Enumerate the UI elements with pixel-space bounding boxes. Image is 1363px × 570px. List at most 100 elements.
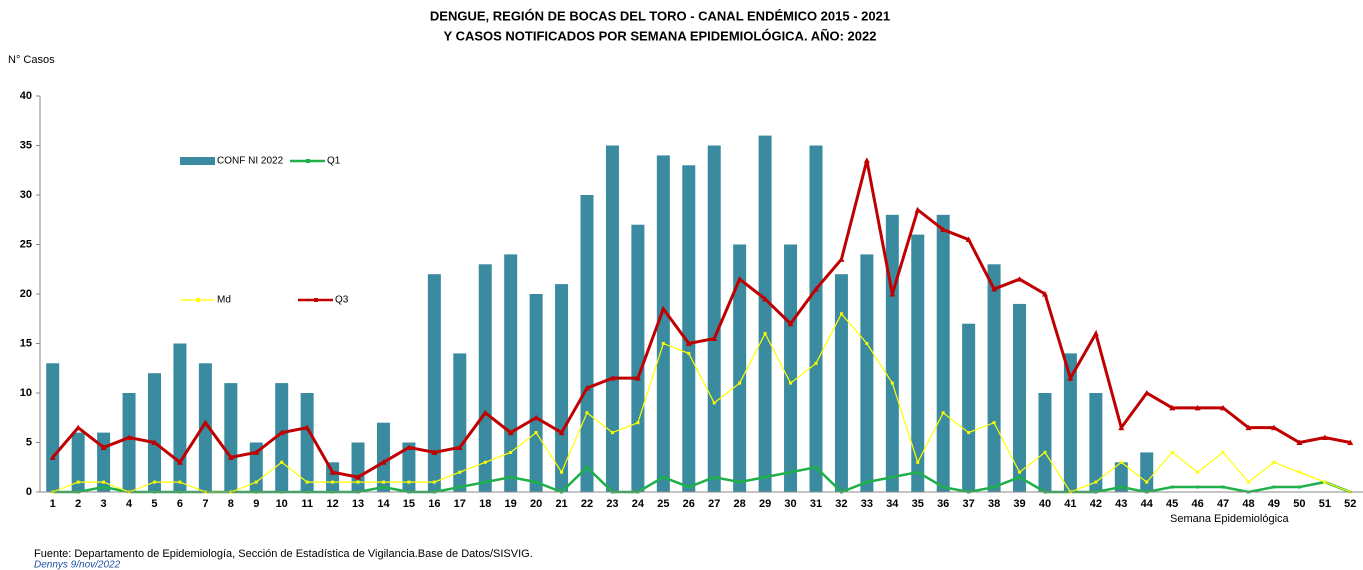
marker [1018, 470, 1022, 474]
x-tick-label: 51 [1319, 498, 1331, 510]
marker [940, 226, 947, 233]
marker [863, 157, 870, 163]
x-tick-label: 32 [835, 498, 847, 510]
marker [1221, 450, 1225, 454]
x-tick-label: 50 [1293, 498, 1305, 510]
bar [911, 234, 925, 492]
marker [789, 470, 793, 474]
marker [507, 429, 514, 436]
x-tick-label: 11 [301, 498, 313, 510]
x-tick-label: 24 [632, 498, 645, 510]
marker [381, 480, 385, 484]
bar [453, 353, 467, 492]
x-tick-label: 9 [253, 498, 259, 510]
x-tick-label: 34 [886, 498, 899, 510]
marker [838, 256, 845, 262]
marker [1272, 485, 1276, 489]
bar [809, 145, 823, 492]
marker [660, 305, 667, 312]
marker [381, 485, 385, 489]
x-tick-label: 49 [1268, 498, 1280, 510]
bar [71, 432, 85, 492]
marker [152, 480, 156, 484]
x-tick-label: 35 [912, 498, 924, 510]
bar [682, 165, 696, 493]
bar [504, 254, 518, 492]
x-tick-label: 14 [377, 498, 390, 510]
marker [75, 424, 82, 431]
marker [1245, 424, 1252, 431]
x-tick-label: 1 [50, 498, 56, 510]
marker [711, 335, 718, 342]
marker [865, 342, 869, 345]
x-tick-label: 31 [810, 498, 822, 510]
marker [1323, 480, 1327, 484]
marker [102, 480, 106, 484]
bar [351, 442, 365, 492]
marker [227, 454, 234, 460]
bar [173, 343, 187, 492]
marker [534, 431, 538, 435]
marker [1119, 460, 1123, 464]
marker [814, 465, 818, 469]
x-tick-label: 46 [1192, 498, 1204, 510]
x-tick-label: 45 [1166, 498, 1178, 510]
x-tick-label: 6 [177, 498, 183, 510]
legend-label: CONF NI 2022 [217, 156, 284, 167]
marker [458, 485, 462, 489]
marker [1196, 485, 1200, 489]
marker [967, 431, 971, 435]
x-tick-label: 19 [505, 498, 517, 510]
marker [585, 411, 589, 415]
x-tick-label: 28 [734, 498, 746, 510]
bar [1140, 452, 1154, 492]
y-tick-label: 0 [26, 486, 32, 498]
marker [355, 474, 362, 480]
x-tick-label: 4 [126, 498, 133, 510]
bar [962, 323, 976, 492]
bar [758, 135, 772, 492]
legend-marker [196, 298, 200, 302]
marker [1119, 485, 1123, 489]
bar [122, 393, 136, 492]
x-tick-label: 33 [861, 498, 873, 510]
marker [687, 485, 691, 489]
marker [1170, 485, 1174, 489]
bar [1038, 393, 1052, 492]
bar [605, 145, 619, 492]
marker [736, 276, 743, 282]
marker [482, 409, 489, 416]
marker [100, 444, 107, 450]
marker [1018, 475, 1022, 479]
bar [1114, 462, 1128, 492]
marker [304, 424, 311, 431]
marker [305, 480, 309, 484]
marker [789, 381, 793, 385]
marker [1143, 390, 1150, 396]
bar [784, 244, 798, 492]
bar [427, 274, 441, 492]
y-tick-label: 20 [20, 288, 32, 300]
x-tick-label: 12 [326, 498, 338, 510]
marker [1092, 330, 1099, 337]
bar [834, 274, 848, 492]
x-tick-label: 43 [1115, 498, 1127, 510]
x-tick-label: 25 [657, 498, 669, 510]
marker [1220, 404, 1227, 411]
marker [1296, 439, 1303, 445]
legend-label: Q3 [335, 295, 349, 306]
y-tick-label: 35 [20, 139, 32, 151]
y-tick-label: 15 [20, 337, 32, 349]
marker [839, 312, 843, 316]
marker [584, 385, 591, 391]
bar [1063, 353, 1077, 492]
marker [941, 485, 945, 489]
x-tick-label: 17 [454, 498, 466, 510]
marker [687, 351, 691, 355]
marker [787, 320, 794, 327]
x-tick-label: 48 [1242, 498, 1254, 510]
marker [253, 449, 260, 455]
bar [631, 224, 645, 492]
marker [1270, 424, 1277, 431]
y-tick-label: 30 [20, 189, 32, 201]
